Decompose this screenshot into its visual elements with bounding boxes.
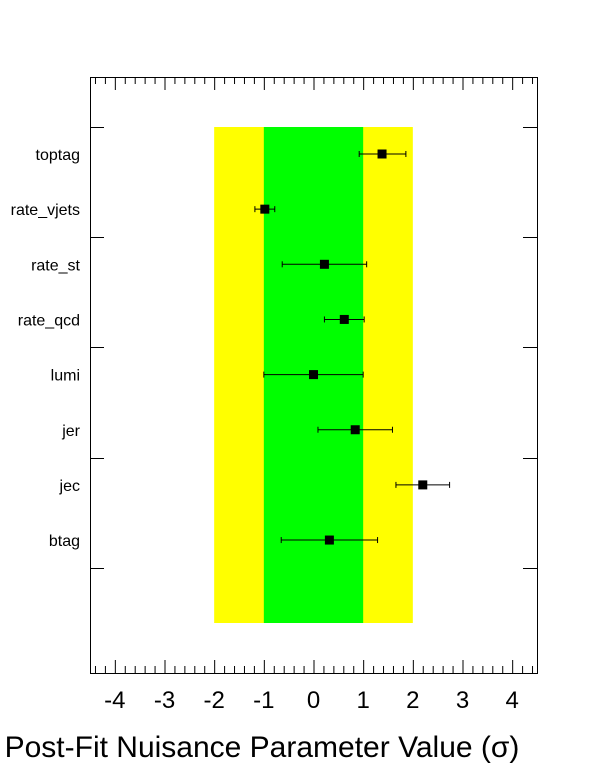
data-point-rate_st (281, 259, 368, 269)
category-label-rate_st: rate_st (31, 257, 80, 274)
data-point-lumi (263, 370, 364, 380)
x-tick-label: -3 (154, 687, 175, 714)
data-point-rate_qcd (323, 314, 365, 324)
x-tick-label: 4 (505, 687, 518, 714)
marker (309, 370, 318, 380)
data-point-btag (280, 535, 379, 545)
x-tick-label: -4 (104, 687, 125, 714)
marker (339, 314, 349, 324)
x-tick-label: -2 (203, 687, 224, 714)
marker (324, 535, 334, 545)
category-label-rate_qcd: rate_qcd (18, 312, 80, 329)
category-label-jer: jer (61, 423, 80, 440)
x-tick-label: 2 (406, 687, 419, 714)
data-point-toptag (358, 149, 407, 159)
data-point-jer (317, 425, 393, 435)
category-label-btag: btag (49, 533, 80, 550)
x-tick-label: 1 (356, 687, 369, 714)
x-axis-title: Post-Fit Nuisance Parameter Value (σ) (5, 731, 520, 764)
axis-ticks (90, 77, 537, 673)
category-label-toptag: toptag (36, 147, 80, 164)
category-label-lumi: lumi (51, 368, 80, 385)
x-tick-label: -1 (253, 687, 274, 714)
category-label-jec: jec (59, 478, 80, 495)
marker (418, 480, 428, 490)
marker (319, 259, 329, 269)
marker (260, 204, 270, 214)
data-point-rate_vjets (254, 204, 276, 214)
marker (377, 149, 387, 159)
data-point-jec (395, 480, 451, 490)
x-tick-label: 3 (456, 687, 469, 714)
data-points (254, 149, 451, 545)
marker (350, 425, 360, 435)
category-label-rate_vjets: rate_vjets (11, 202, 80, 219)
x-tick-label: 0 (307, 687, 320, 714)
x-tick-labels: -4 -3 -2 -1 0 1 2 3 4 (104, 687, 519, 714)
